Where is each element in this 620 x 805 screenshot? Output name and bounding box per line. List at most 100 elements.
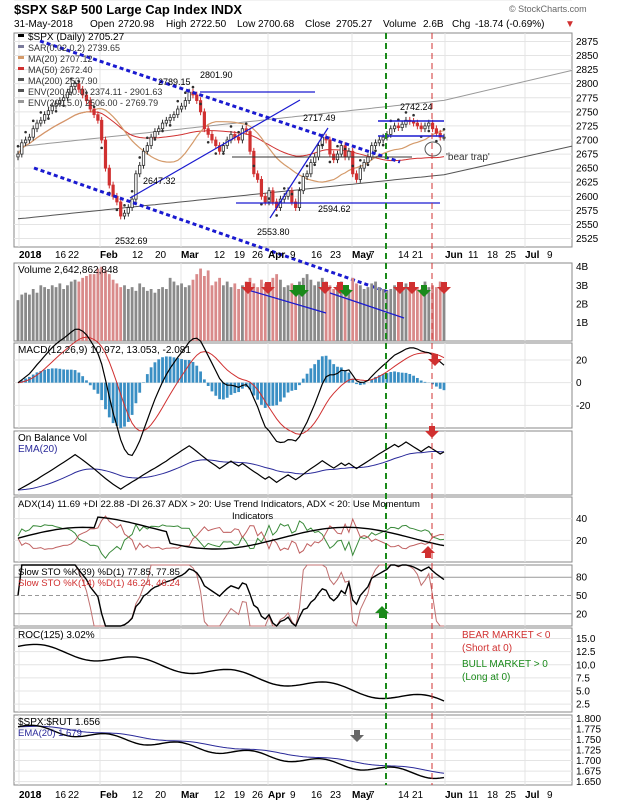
y-tick-label: 2600 [576, 192, 599, 203]
x-tick-label: 8 [36, 790, 42, 800]
macd-histogram-bar [176, 358, 179, 383]
x-tick-label: 7 [369, 250, 375, 261]
macd-histogram-bar [420, 381, 423, 383]
bear-market-label: BEAR MARKET < 0 [462, 630, 551, 641]
volume-bar [17, 300, 20, 341]
macd-histogram-bar [317, 360, 320, 383]
price-candle-body [17, 154, 19, 157]
volume-bar [427, 287, 430, 341]
y-tick-label: 15.0 [576, 634, 596, 645]
price-candle-body [169, 117, 171, 120]
macd-histogram-bar [359, 383, 362, 385]
volume-bar [154, 293, 157, 341]
sar-dot [237, 131, 240, 134]
x-tick-label: 16 [55, 790, 67, 800]
sar-dot [131, 190, 134, 193]
y-tick-label: 3B [576, 281, 589, 292]
macd-histogram-bar [199, 371, 202, 382]
macd-histogram-bar [51, 368, 54, 382]
volume-bar [184, 287, 187, 341]
x-tick-label: 16 [311, 250, 323, 261]
volume-bar [157, 289, 160, 341]
macd-histogram-bar [306, 374, 309, 383]
price-candle-body [443, 137, 445, 138]
volume-bar [226, 282, 229, 341]
volume-bar [150, 289, 153, 341]
x-tick-label: 26 [252, 790, 264, 800]
y-tick-label: 2800 [576, 79, 599, 90]
macd-histogram-bar [443, 383, 446, 390]
macd-histogram-bar [195, 366, 198, 383]
price-candle-body [317, 146, 319, 157]
bear-market-sublabel: (Short at 0) [462, 643, 512, 654]
price-candle-body [21, 143, 23, 154]
macd-histogram-bar [146, 374, 149, 383]
volume-bar [77, 282, 80, 341]
volume-bar [313, 285, 316, 341]
macd-histogram-bar [214, 383, 217, 396]
price-annotation: 2801.90 [200, 70, 233, 80]
price-candle-body [207, 129, 209, 135]
x-tick-label: 14 [398, 250, 410, 261]
y-tick-label: 2625 [576, 178, 599, 189]
price-candle-body [24, 140, 26, 143]
y-tick-label: 2775 [576, 93, 599, 104]
price-candle-body [302, 177, 304, 191]
macd-histogram-bar [81, 376, 84, 382]
volume-bar [336, 285, 339, 341]
sar-dot [313, 163, 316, 166]
down-triangle-icon: ▼ [565, 19, 575, 30]
macd-histogram-bar [131, 383, 134, 415]
price-candle-body [196, 95, 198, 101]
volume-bar [351, 278, 354, 341]
macd-histogram-bar [230, 383, 233, 395]
sar-dot [329, 161, 332, 164]
x-tick-label: 25 [505, 790, 517, 800]
volume-bar [119, 287, 122, 341]
macd-histogram-bar [100, 383, 103, 400]
volume-bar [173, 282, 176, 341]
header-high-label: High [166, 19, 187, 30]
x-tick-label: 22 [68, 790, 80, 800]
price-candle-body [397, 126, 399, 128]
y-tick-label: 20 [576, 609, 588, 620]
sar-dot [100, 147, 103, 150]
x-tick-label: Mar [181, 790, 199, 800]
volume-bar [389, 289, 392, 341]
y-tick-label: 40 [576, 514, 588, 525]
y-tick-label: 2550 [576, 220, 599, 231]
macd-histogram-bar [165, 356, 168, 382]
x-tick-label: 9 [547, 790, 553, 800]
price-candle-body [161, 123, 163, 129]
y-tick-label: 2750 [576, 107, 599, 118]
price-candle-body [428, 123, 430, 126]
header-open-value: 2720.98 [118, 19, 155, 30]
y-tick-label: 2675 [576, 150, 599, 161]
volume-bar [96, 269, 99, 341]
price-candle-body [32, 129, 34, 137]
price-candle-body [47, 111, 49, 115]
legend-swatch [18, 56, 24, 59]
volume-bar [359, 285, 362, 341]
volume-bar [382, 289, 385, 341]
volume-bar [363, 289, 366, 341]
x-tick-label: Jun [445, 790, 463, 800]
macd-histogram-bar [283, 383, 286, 398]
legend-label: MA(200) 2637.90 [28, 76, 98, 86]
sar-dot [298, 182, 301, 185]
price-candle-body [253, 151, 255, 174]
price-candle-body [97, 115, 99, 121]
x-tick-label: 19 [234, 790, 246, 800]
price-annotation: 2789.15 [158, 77, 191, 87]
macd-histogram-bar [62, 369, 65, 382]
price-candle-body [249, 132, 251, 152]
macd-histogram-bar [85, 380, 88, 382]
macd-histogram-bar [77, 373, 80, 383]
adx-legend-label-cont: Indicators [232, 511, 273, 522]
volume-bar [260, 280, 263, 341]
sar-dot [443, 128, 446, 131]
price-candle-body [313, 157, 315, 163]
volume-bar [256, 287, 259, 341]
price-annotation: 2594.62 [318, 204, 351, 214]
